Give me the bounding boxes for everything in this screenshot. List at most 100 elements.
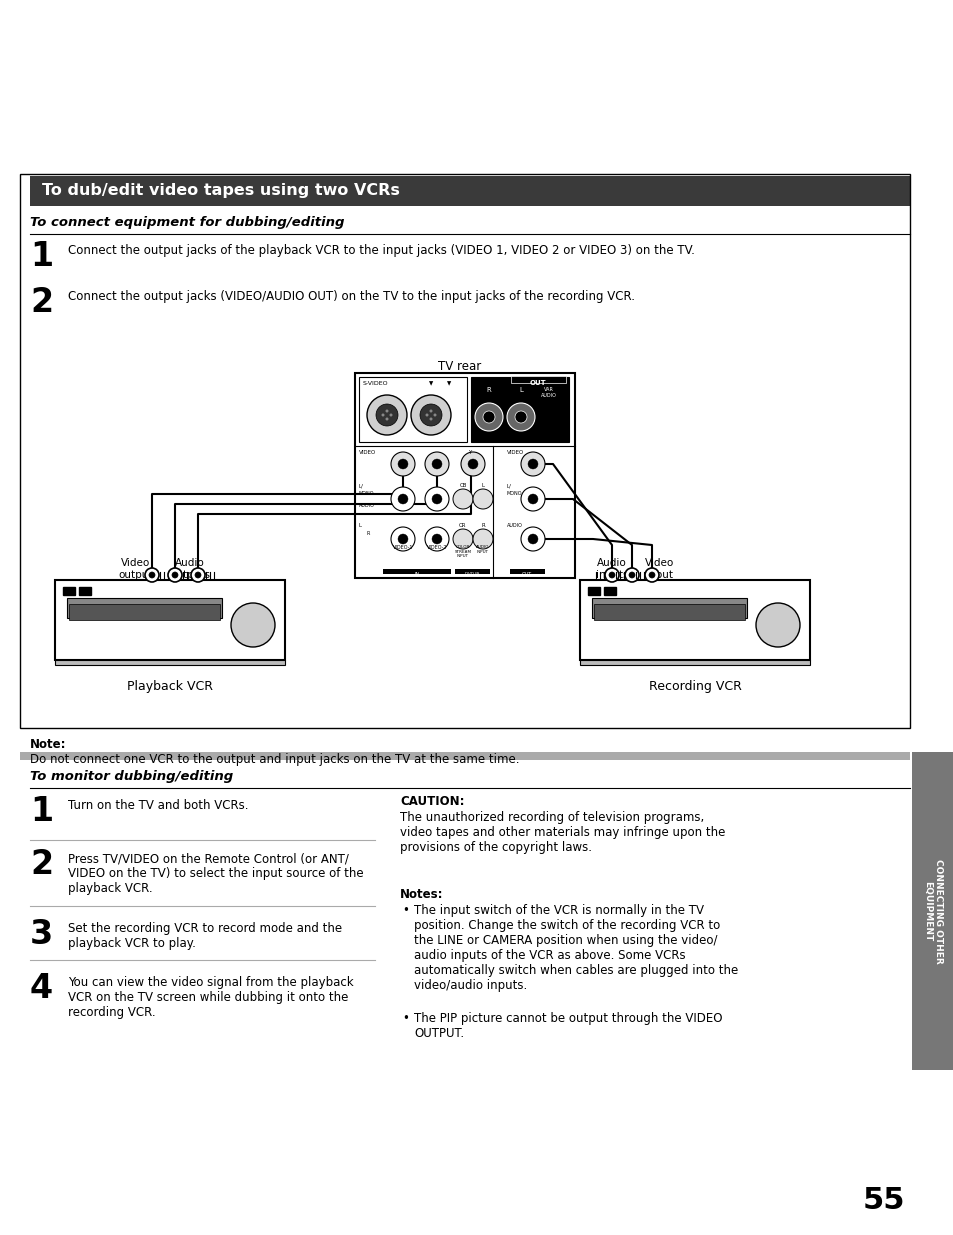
Text: CAUTION:: CAUTION: (399, 795, 464, 808)
Circle shape (391, 487, 415, 511)
Text: CB: CB (458, 483, 466, 488)
Text: S-VIDEO: S-VIDEO (363, 382, 388, 387)
Text: R: R (367, 531, 370, 536)
Circle shape (367, 395, 407, 435)
Text: Audio
inputs: Audio inputs (595, 558, 628, 579)
Circle shape (145, 568, 159, 582)
Circle shape (644, 568, 659, 582)
Circle shape (432, 534, 441, 543)
Text: ▼: ▼ (429, 382, 433, 387)
Bar (594, 604, 744, 620)
Text: MONO: MONO (506, 492, 522, 496)
Text: 2: 2 (30, 848, 53, 881)
Circle shape (429, 410, 432, 412)
Text: Do not connect one VCR to the output and input jacks on the TV at the same time.: Do not connect one VCR to the output and… (30, 753, 519, 766)
Text: To connect equipment for dubbing/editing: To connect equipment for dubbing/editing (30, 216, 344, 228)
Bar (382, 569, 451, 574)
Circle shape (191, 568, 205, 582)
Circle shape (527, 459, 537, 469)
Text: 1: 1 (30, 240, 53, 273)
Circle shape (604, 568, 618, 582)
Bar (911, 752, 953, 1070)
Text: R: R (486, 387, 491, 393)
Text: L: L (358, 522, 361, 529)
Circle shape (172, 572, 178, 578)
Circle shape (520, 452, 544, 475)
Text: 2: 2 (30, 287, 53, 319)
Circle shape (482, 411, 495, 424)
Circle shape (506, 403, 535, 431)
Text: OUT: OUT (529, 380, 546, 387)
Circle shape (424, 487, 449, 511)
Circle shape (424, 527, 449, 551)
Circle shape (453, 529, 473, 550)
Text: Set the recording VCR to record mode and the
playback VCR to play.: Set the recording VCR to record mode and… (68, 923, 342, 950)
Text: AUDIO: AUDIO (506, 522, 522, 529)
Circle shape (473, 529, 493, 550)
Text: CONNECTING OTHER
EQUIPMENT: CONNECTING OTHER EQUIPMENT (923, 858, 942, 963)
Circle shape (755, 603, 800, 647)
Text: The PIP picture cannot be output through the VIDEO
OUTPUT.: The PIP picture cannot be output through… (414, 1011, 721, 1040)
Text: Press TV/VIDEO on the Remote Control (or ANT/
VIDEO on the TV) to select the inp: Press TV/VIDEO on the Remote Control (or… (68, 852, 363, 895)
Text: VIDEO: VIDEO (358, 450, 375, 454)
Circle shape (397, 459, 408, 469)
Bar (20, 174, 909, 727)
Bar (355, 373, 575, 578)
Circle shape (432, 459, 441, 469)
Circle shape (515, 411, 526, 424)
Bar (63, 587, 75, 595)
Text: COLOR
STREAM
INPUT: COLOR STREAM INPUT (454, 545, 471, 558)
Text: 1: 1 (30, 795, 53, 827)
Circle shape (397, 494, 408, 504)
Text: You can view the video signal from the playback
VCR on the TV screen while dubbi: You can view the video signal from the p… (68, 976, 354, 1019)
Circle shape (424, 452, 449, 475)
Bar (79, 587, 91, 595)
Circle shape (194, 572, 201, 578)
Text: L: L (518, 387, 522, 393)
Text: Video
input: Video input (644, 558, 674, 579)
Text: •: • (401, 904, 409, 918)
Bar (592, 598, 746, 618)
Circle shape (473, 489, 493, 509)
Text: VIDEO-2: VIDEO-2 (426, 545, 447, 550)
Text: L/: L/ (506, 483, 512, 488)
Text: MONO: MONO (358, 492, 375, 496)
Bar (455, 569, 490, 574)
Bar (67, 598, 222, 618)
Text: TV rear: TV rear (438, 359, 481, 373)
Text: IN: IN (414, 572, 419, 577)
Bar (358, 377, 467, 442)
Circle shape (608, 572, 615, 578)
Text: Notes:: Notes: (399, 888, 443, 902)
Bar (471, 377, 568, 442)
Bar (30, 177, 909, 206)
Circle shape (375, 404, 397, 426)
Text: VIDEO-1: VIDEO-1 (393, 545, 413, 550)
Circle shape (168, 568, 182, 582)
Text: Recording VCR: Recording VCR (648, 680, 740, 693)
Text: R: R (480, 522, 484, 529)
Text: AUDIO: AUDIO (358, 503, 375, 508)
Bar (510, 569, 544, 574)
Circle shape (231, 603, 274, 647)
Text: •: • (401, 1011, 409, 1025)
Circle shape (391, 527, 415, 551)
Text: OUT: OUT (521, 572, 532, 577)
Text: To monitor dubbing/editing: To monitor dubbing/editing (30, 769, 233, 783)
Circle shape (432, 494, 441, 504)
Bar (55, 580, 285, 659)
Text: CR: CR (458, 522, 466, 529)
Text: Playback VCR: Playback VCR (127, 680, 213, 693)
Circle shape (397, 534, 408, 543)
Text: 4: 4 (30, 972, 53, 1005)
Circle shape (411, 395, 451, 435)
Text: VIDEO: VIDEO (506, 450, 524, 454)
Text: 55: 55 (862, 1186, 904, 1215)
Circle shape (527, 534, 537, 543)
Text: L: L (481, 483, 484, 488)
Text: The unauthorized recording of television programs,
video tapes and other materia: The unauthorized recording of television… (399, 811, 724, 853)
Text: ▼: ▼ (447, 382, 451, 387)
Circle shape (385, 410, 388, 412)
Text: Video
output: Video output (118, 558, 153, 579)
Circle shape (425, 414, 428, 416)
